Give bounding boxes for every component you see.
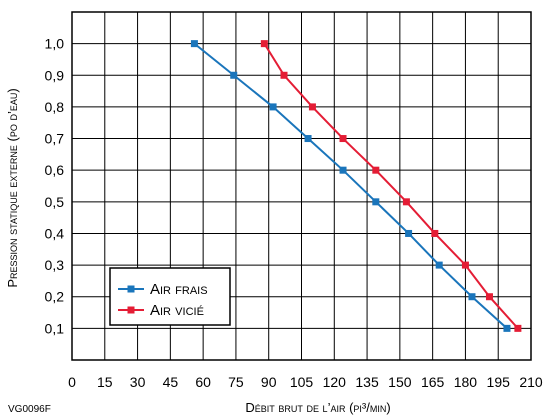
data-point — [402, 198, 410, 206]
x-tick-label: 135 — [355, 374, 379, 390]
data-point — [280, 71, 288, 79]
plot-frame — [71, 11, 532, 361]
x-tick-label: 120 — [323, 374, 347, 390]
data-point — [514, 324, 522, 332]
data-point — [485, 293, 493, 301]
legend-swatch-marker — [127, 306, 135, 314]
x-tick-labels: 0 15 30 45 60 75 90 105 120 135 150 165 180 195 210 — [68, 374, 543, 390]
series-line — [263, 43, 519, 330]
y-tick-label: 0,2 — [45, 289, 65, 305]
x-tick-label: 60 — [195, 374, 211, 390]
legend-label: Air frais — [150, 281, 208, 298]
data-point — [372, 166, 380, 174]
data-point — [468, 293, 476, 301]
data-point — [461, 261, 469, 269]
y-tick-labels: 0,1 0,2 0,3 0,4 0,5 0,6 0,7 0,8 0,9 1,0 — [45, 36, 65, 337]
data-point — [372, 198, 380, 206]
legend-label: Air vicié — [150, 302, 204, 319]
data-point — [260, 40, 268, 48]
data-point — [405, 229, 413, 237]
y-tick-label: 0,7 — [45, 131, 65, 147]
y-tick-label: 0,5 — [45, 194, 65, 210]
y-tick-label: 0,4 — [45, 225, 65, 241]
series-2 — [260, 40, 522, 332]
x-tick-label: 75 — [228, 374, 244, 390]
legend: Air frais Air vicié — [109, 267, 231, 326]
y-tick-label: 0,9 — [45, 67, 65, 83]
x-tick-label: 210 — [519, 374, 543, 390]
y-tick-label: 0,6 — [45, 162, 65, 178]
legend-swatch-marker — [127, 285, 135, 293]
x-tick-label: 150 — [388, 374, 412, 390]
legend-box — [109, 267, 231, 326]
figure-code: VG0096F — [8, 404, 51, 415]
y-tick-label: 0,8 — [45, 99, 65, 115]
legend-item: Air vicié — [118, 302, 204, 319]
data-point — [435, 261, 443, 269]
data-point — [503, 324, 511, 332]
data-point — [339, 135, 347, 143]
y-axis-title: Pression statique externe (po d’eau) — [5, 88, 20, 287]
series-1 — [190, 40, 511, 332]
y-tick-label: 1,0 — [45, 36, 65, 52]
legend-item: Air frais — [118, 281, 208, 298]
x-axis-title: Débit brut de l’air (pi³/min) — [245, 400, 390, 415]
x-tick-label: 180 — [454, 374, 478, 390]
data-point — [431, 229, 439, 237]
data-point — [230, 71, 238, 79]
grid — [72, 12, 531, 360]
x-tick-label: 45 — [163, 374, 179, 390]
data-point — [269, 103, 277, 111]
data-point — [339, 166, 347, 174]
x-tick-label: 90 — [261, 374, 277, 390]
x-tick-label: 0 — [68, 374, 76, 390]
data-point — [304, 135, 312, 143]
series-line — [193, 42, 508, 330]
x-tick-label: 30 — [130, 374, 146, 390]
y-tick-label: 0,1 — [45, 320, 65, 336]
x-tick-label: 15 — [97, 374, 113, 390]
y-tick-label: 0,3 — [45, 257, 65, 273]
x-tick-label: 105 — [290, 374, 314, 390]
x-tick-label: 195 — [487, 374, 511, 390]
data-point — [308, 103, 316, 111]
x-tick-label: 165 — [421, 374, 445, 390]
series-layer — [190, 40, 522, 332]
data-point — [190, 40, 198, 48]
